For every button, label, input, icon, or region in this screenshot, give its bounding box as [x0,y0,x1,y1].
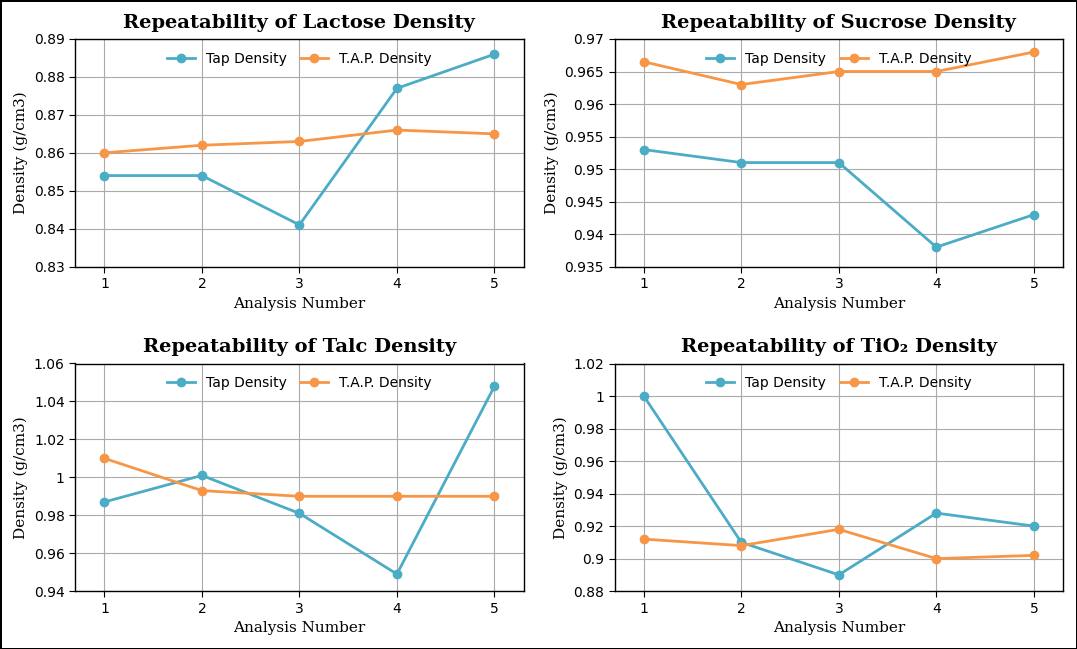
Tap Density [638,392,651,400]
Tap Density [1027,522,1040,530]
T.A.P. Density [1027,552,1040,559]
Tap Density [735,159,747,167]
X-axis label: Analysis Number: Analysis Number [234,297,365,311]
X-axis label: Analysis Number: Analysis Number [772,297,905,311]
T.A.P. Density [735,80,747,88]
Title: Repeatability of Sucrose Density: Repeatability of Sucrose Density [661,14,1017,32]
Tap Density [833,159,845,167]
X-axis label: Analysis Number: Analysis Number [772,621,905,635]
Tap Density [98,498,111,506]
T.A.P. Density [735,542,747,550]
Tap Density [195,472,208,480]
T.A.P. Density [929,555,942,563]
Legend: Tap Density, T.A.P. Density: Tap Density, T.A.P. Density [162,371,437,395]
T.A.P. Density [391,493,404,500]
Legend: Tap Density, T.A.P. Density: Tap Density, T.A.P. Density [162,46,437,71]
Tap Density [391,84,404,92]
Title: Repeatability of TiO₂ Density: Repeatability of TiO₂ Density [681,338,997,356]
T.A.P. Density [1027,48,1040,56]
Title: Repeatability of Lactose Density: Repeatability of Lactose Density [124,14,475,32]
Line: T.A.P. Density: T.A.P. Density [100,454,499,500]
Legend: Tap Density, T.A.P. Density: Tap Density, T.A.P. Density [701,371,977,395]
Line: Tap Density: Tap Density [640,145,1038,251]
Tap Density [929,243,942,251]
Tap Density [195,172,208,180]
Tap Density [735,539,747,546]
T.A.P. Density [391,126,404,134]
T.A.P. Density [293,138,306,145]
Y-axis label: Density (g/cm3): Density (g/cm3) [14,416,28,539]
Tap Density [391,570,404,578]
T.A.P. Density [98,454,111,462]
Y-axis label: Density (g/cm3): Density (g/cm3) [14,92,28,214]
T.A.P. Density [195,141,208,149]
T.A.P. Density [98,149,111,156]
Tap Density [638,145,651,153]
Line: Tap Density: Tap Density [100,382,499,578]
Title: Repeatability of Talc Density: Repeatability of Talc Density [143,338,456,356]
T.A.P. Density [293,493,306,500]
Line: T.A.P. Density: T.A.P. Density [640,48,1038,89]
Line: T.A.P. Density: T.A.P. Density [100,126,499,157]
Tap Density [293,509,306,517]
Tap Density [488,382,501,390]
Tap Density [98,172,111,180]
Tap Density [833,571,845,579]
Line: T.A.P. Density: T.A.P. Density [640,525,1038,563]
Legend: Tap Density, T.A.P. Density: Tap Density, T.A.P. Density [701,46,977,71]
T.A.P. Density [638,535,651,543]
T.A.P. Density [488,493,501,500]
X-axis label: Analysis Number: Analysis Number [234,621,365,635]
Tap Density [1027,211,1040,219]
T.A.P. Density [833,526,845,533]
T.A.P. Density [929,67,942,75]
Tap Density [293,221,306,229]
T.A.P. Density [638,58,651,66]
Y-axis label: Density (g/cm3): Density (g/cm3) [545,92,559,214]
T.A.P. Density [833,67,845,75]
T.A.P. Density [488,130,501,138]
Line: Tap Density: Tap Density [100,50,499,229]
T.A.P. Density [195,487,208,495]
Y-axis label: Density (g/cm3): Density (g/cm3) [554,416,568,539]
Tap Density [929,509,942,517]
Tap Density [488,50,501,58]
Line: Tap Density: Tap Density [640,392,1038,579]
